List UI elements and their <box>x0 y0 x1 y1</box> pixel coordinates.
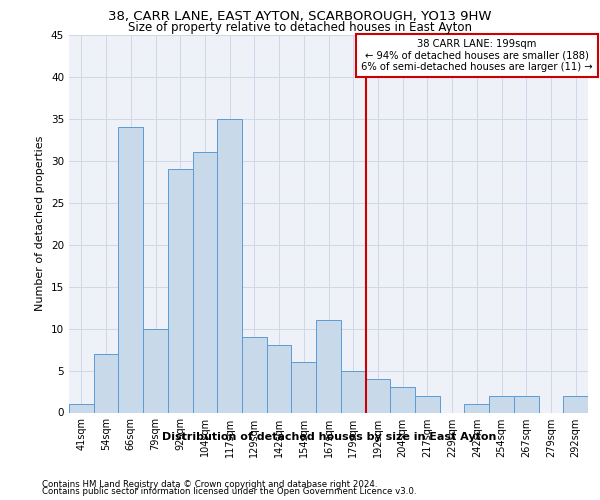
Bar <box>464 404 489 412</box>
Bar <box>390 388 415 412</box>
Bar <box>143 328 168 412</box>
Bar <box>217 119 242 412</box>
Bar <box>267 346 292 412</box>
Bar <box>242 337 267 412</box>
Bar <box>168 169 193 412</box>
Bar <box>514 396 539 412</box>
Bar <box>341 370 365 412</box>
Bar <box>365 379 390 412</box>
Bar <box>292 362 316 412</box>
Text: Contains HM Land Registry data © Crown copyright and database right 2024.: Contains HM Land Registry data © Crown c… <box>42 480 377 489</box>
Text: Contains public sector information licensed under the Open Government Licence v3: Contains public sector information licen… <box>42 488 416 496</box>
Text: 38 CARR LANE: 199sqm
← 94% of detached houses are smaller (188)
6% of semi-detac: 38 CARR LANE: 199sqm ← 94% of detached h… <box>361 39 593 72</box>
Text: Size of property relative to detached houses in East Ayton: Size of property relative to detached ho… <box>128 21 472 34</box>
Bar <box>563 396 588 412</box>
Y-axis label: Number of detached properties: Number of detached properties <box>35 136 46 312</box>
Text: 38, CARR LANE, EAST AYTON, SCARBOROUGH, YO13 9HW: 38, CARR LANE, EAST AYTON, SCARBOROUGH, … <box>108 10 492 23</box>
Bar <box>69 404 94 412</box>
Bar <box>193 152 217 412</box>
Bar <box>316 320 341 412</box>
Bar <box>489 396 514 412</box>
Bar <box>415 396 440 412</box>
Text: Distribution of detached houses by size in East Ayton: Distribution of detached houses by size … <box>161 432 496 442</box>
Bar <box>118 128 143 412</box>
Bar <box>94 354 118 412</box>
